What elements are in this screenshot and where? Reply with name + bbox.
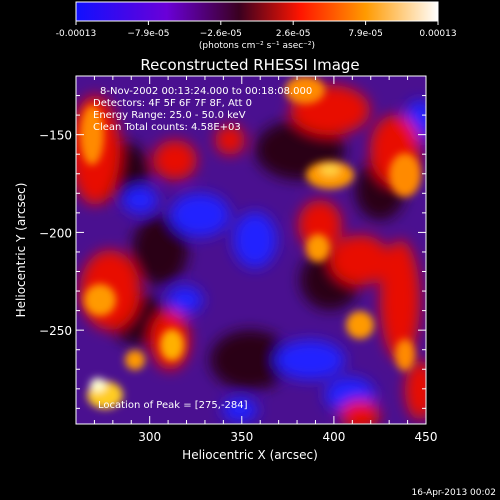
colorbar-tick-label: 7.9e-05	[348, 29, 383, 39]
peak-location-label: Location of Peak = [275,-284]	[98, 400, 248, 411]
x-tick-label: 300	[138, 430, 161, 444]
colorbar-tick-label: −2.6e-05	[200, 29, 242, 39]
info-line: Clean Total counts: 4.58E+03	[93, 122, 241, 133]
axis-ticks: 300 350 400 450 −150 −200 −250	[39, 76, 437, 444]
colorbar-units: (photons cm⁻² s⁻¹ asec⁻²)	[199, 41, 315, 51]
colorbar	[75, 1, 439, 22]
x-tick-label: 450	[415, 430, 438, 444]
colorbar-tick-label: -0.00013	[56, 29, 96, 39]
y-axis-label: Heliocentric Y (arcsec)	[14, 183, 28, 318]
plot-title: Reconstructed RHESSI Image	[140, 56, 359, 74]
info-line: Detectors: 4F 5F 6F 7F 8F, Att 0	[93, 98, 252, 109]
colorbar-tick-label: −7.9e-05	[127, 29, 169, 39]
rhessi-image	[76, 76, 426, 424]
y-tick-label: −200	[39, 226, 72, 240]
x-tick-label: 350	[230, 430, 253, 444]
footer-timestamp: 16-Apr-2013 00:02	[412, 488, 496, 498]
info-line: Energy Range: 25.0 - 50.0 keV	[93, 110, 246, 121]
x-axis-label: Heliocentric X (arcsec)	[182, 448, 318, 462]
info-block: 8-Nov-2002 00:13:24.000 to 00:18:08.000D…	[93, 86, 312, 133]
colorbar-tick-label: 2.6e-05	[276, 29, 311, 39]
info-line: 8-Nov-2002 00:13:24.000 to 00:18:08.000	[100, 86, 312, 97]
colorbar-ticks: -0.00013 −7.9e-05 −2.6e-05 2.6e-05 7.9e-05 0.…	[56, 21, 457, 39]
x-tick-label: 400	[322, 430, 345, 444]
colorbar-tick-label: 0.00013	[419, 29, 456, 39]
y-tick-label: −150	[39, 129, 72, 143]
y-tick-label: −250	[39, 324, 72, 338]
plot-frame	[75, 75, 427, 425]
